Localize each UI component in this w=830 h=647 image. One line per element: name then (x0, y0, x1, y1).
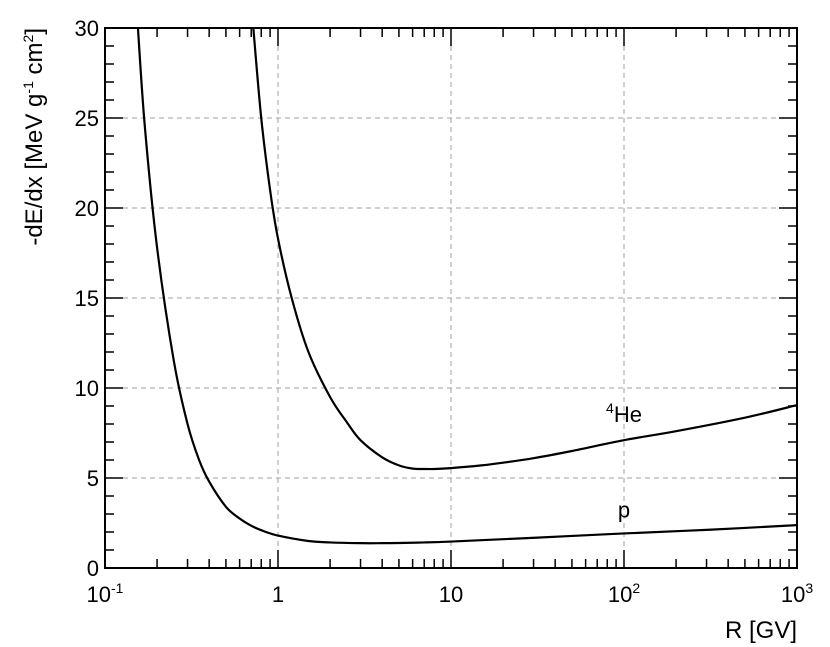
curve-label-he: 4He (606, 400, 642, 427)
x-tick-label: 10 (439, 582, 463, 607)
tick-labels: 0 5 10 15 20 25 30 10-1 1 10 102 103 (75, 16, 814, 607)
x-tick-label: 102 (608, 580, 640, 607)
x-tick-label: 1 (272, 582, 284, 607)
y-tick-label: 15 (75, 286, 99, 311)
y-tick-label: 20 (75, 196, 99, 221)
data-curves (136, 27, 798, 545)
curve-labels: p 4He (606, 400, 642, 522)
y-tick-label: 30 (75, 16, 99, 41)
axis-ticks (104, 27, 798, 569)
y-tick-label: 10 (75, 376, 99, 401)
y-tick-label: 25 (75, 106, 99, 131)
grid-lines (105, 28, 797, 568)
y-axis-label: -dE/dx [MeV g-1 cm2] (20, 28, 48, 246)
x-axis-label: R [GV] (725, 617, 797, 644)
y-tick-label: 5 (87, 466, 99, 491)
curve-label-p: p (618, 498, 630, 523)
x-tick-label: 103 (781, 580, 813, 607)
x-tick-label: 10-1 (87, 580, 124, 607)
curve-he (252, 27, 798, 471)
y-tick-label: 0 (87, 556, 99, 581)
curve-p (136, 27, 798, 545)
